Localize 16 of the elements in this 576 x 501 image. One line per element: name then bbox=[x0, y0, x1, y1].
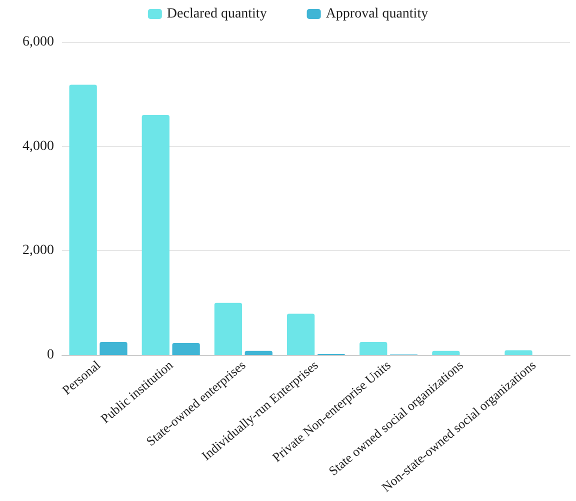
y-tick-label: 4,000 bbox=[22, 138, 54, 154]
y-tick-label: 2,000 bbox=[22, 243, 54, 258]
bar bbox=[360, 342, 388, 355]
bar bbox=[69, 84, 97, 355]
legend-label: Approval quantity bbox=[326, 6, 428, 22]
bar bbox=[142, 115, 170, 355]
y-tick-label: 6,000 bbox=[22, 34, 54, 50]
bar bbox=[244, 350, 272, 355]
bar bbox=[100, 342, 128, 355]
bar bbox=[286, 314, 315, 355]
bar bbox=[504, 350, 532, 355]
y-tick-label: 0 bbox=[47, 348, 54, 362]
bar bbox=[432, 350, 460, 355]
bar bbox=[214, 302, 242, 355]
bar bbox=[172, 343, 200, 355]
legend-label: Declared quantity bbox=[166, 6, 267, 22]
